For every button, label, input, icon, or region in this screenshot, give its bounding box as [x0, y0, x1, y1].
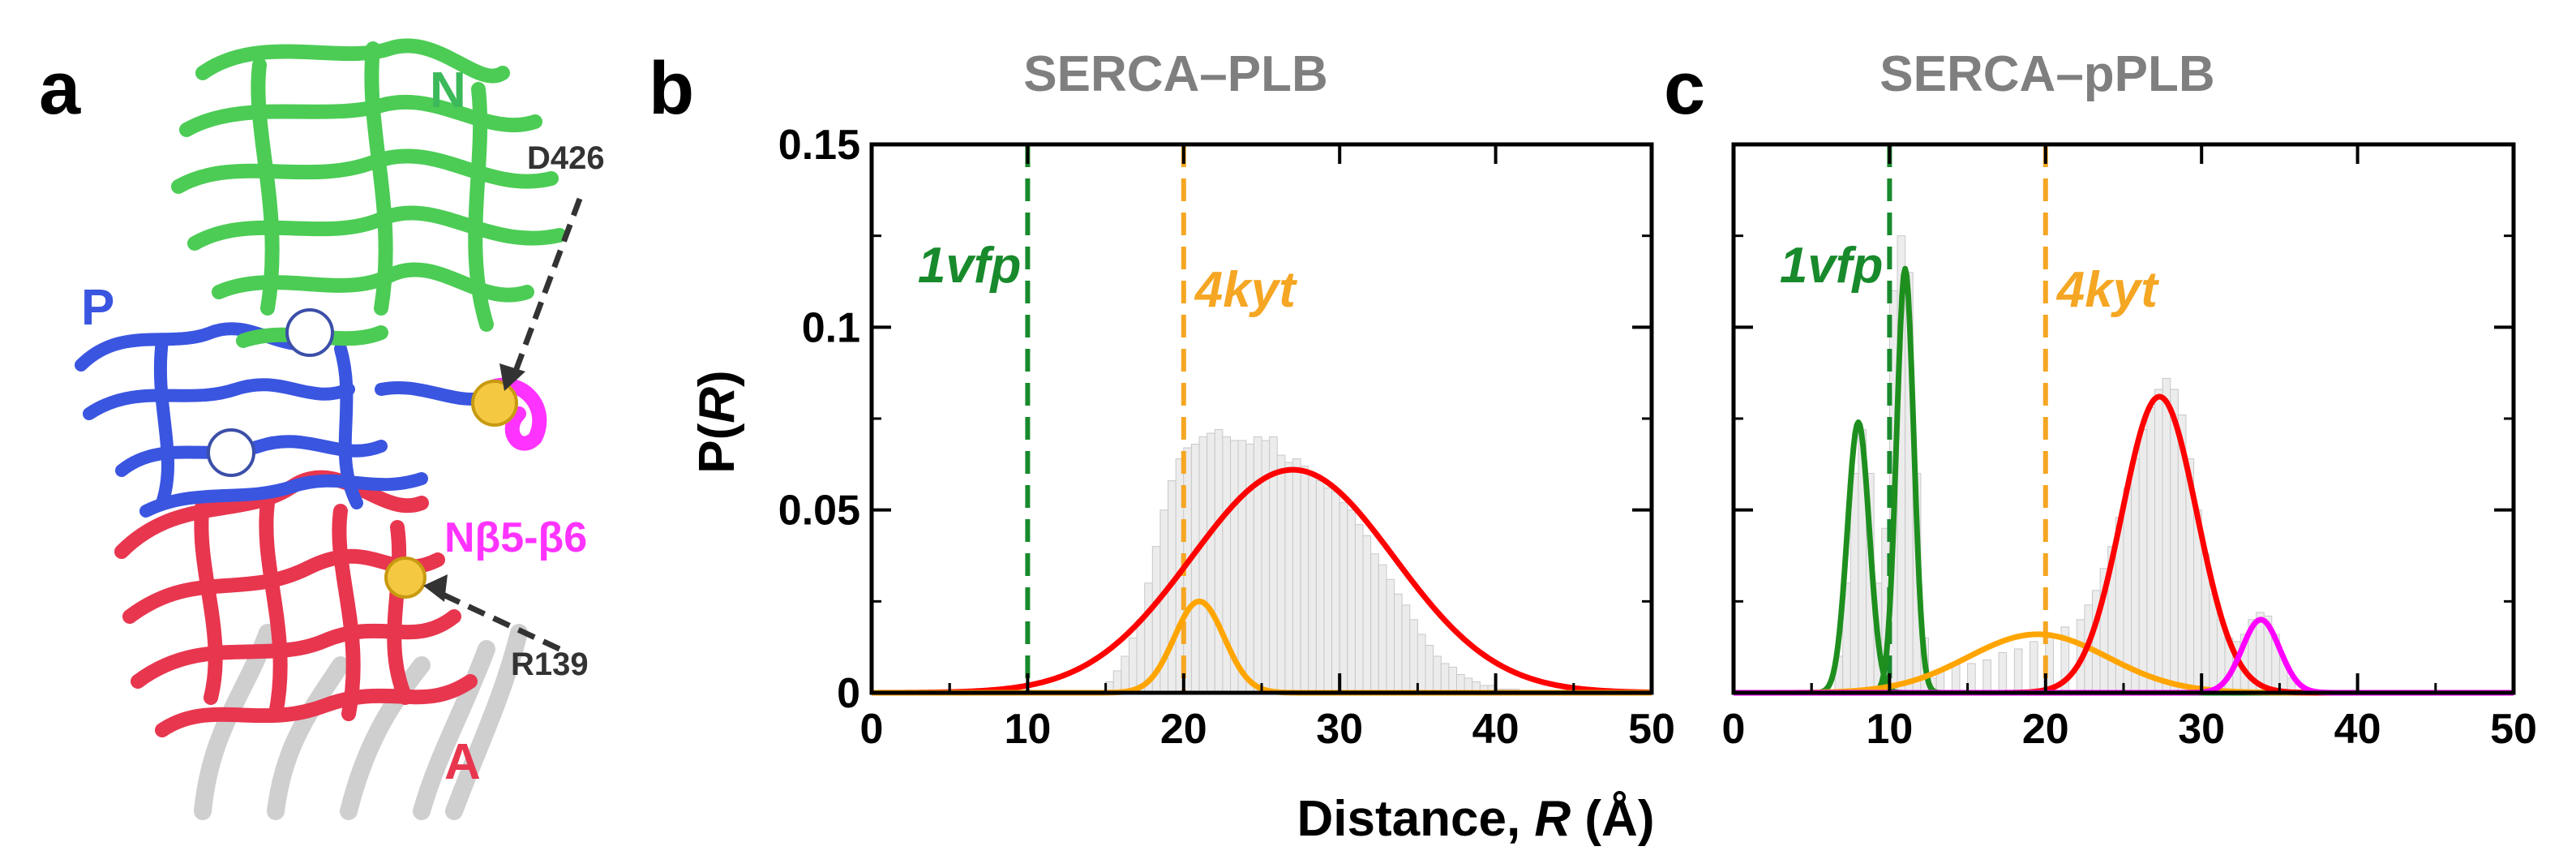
r139-sphere: [384, 556, 426, 599]
histogram-bar: [1440, 663, 1450, 694]
histogram-bar: [1300, 466, 1309, 694]
histogram-bar: [2013, 648, 2023, 694]
histogram-bar: [1386, 578, 1395, 694]
histogram-bar: [2146, 406, 2155, 694]
site-circle-upper: [285, 308, 334, 357]
reference-label-1vfp: 1vfp: [918, 238, 1021, 294]
histogram-bar: [1998, 651, 2008, 694]
loop-label: Nβ5-β6: [444, 514, 587, 561]
histogram-bar: [2131, 458, 2140, 694]
shared-x-axis-label: Distance, R (Å): [1297, 791, 1655, 847]
histogram-bar: [1339, 502, 1348, 694]
histogram-bar: [1370, 553, 1379, 694]
x-tick-label: 50: [1628, 706, 1675, 753]
arrow-head-d426: [499, 363, 525, 391]
y-tick-label: 0.15: [778, 122, 860, 169]
residue-label-r139: R139: [511, 647, 589, 682]
panel-a-structure: a: [39, 38, 605, 820]
panel-c-chart: c SERCA–pPLB 1vfp 4kyt 0 10 20 30 40 50: [1664, 46, 2537, 753]
x-tick-label: 40: [1472, 706, 1519, 753]
d426-sphere: [471, 380, 518, 427]
x-tick-label: 30: [1316, 706, 1363, 753]
histogram-bar: [1276, 454, 1286, 694]
reference-label-1vfp: 1vfp: [1780, 238, 1883, 294]
domain-label-n: N: [430, 62, 466, 118]
x-tick-label: 0: [1722, 706, 1746, 753]
site-circle-lower: [207, 428, 255, 477]
x-tick-label: 20: [2022, 706, 2069, 753]
arrow-head-r139: [423, 574, 448, 602]
domain-label-p: P: [81, 280, 114, 336]
histogram-bar: [1347, 509, 1356, 694]
histogram-bar: [1425, 644, 1434, 694]
reference-label-4kyt: 4kyt: [1194, 262, 1297, 318]
x-tick-label: 10: [1004, 706, 1051, 753]
n-domain-ribbon: [171, 38, 567, 348]
panel-letter-a: a: [39, 47, 81, 130]
histogram-bar: [1121, 655, 1129, 694]
histogram-bar: [1448, 666, 1458, 694]
residue-label-d426: D426: [527, 140, 605, 176]
p-domain-ribbon: [75, 322, 493, 518]
histogram-bar: [1198, 436, 1208, 694]
y-tick-label: 0: [837, 670, 860, 717]
y-axis-label: P(R): [689, 370, 745, 473]
histogram-bar: [1331, 491, 1340, 694]
histogram-bar: [1245, 444, 1254, 694]
panel-letter-c: c: [1664, 47, 1705, 130]
chart-title-b: SERCA–PLB: [1023, 46, 1328, 102]
histogram-bar: [1253, 436, 1262, 694]
histogram-bar: [1323, 488, 1333, 694]
x-tick-label: 10: [1866, 706, 1913, 753]
x-tick-label: 0: [860, 706, 884, 753]
histogram-bar: [1292, 458, 1301, 694]
y-tick-label: 0.05: [778, 488, 860, 535]
histogram-bar: [1401, 604, 1411, 694]
histogram-bar: [1951, 663, 1961, 694]
panel-letter-b: b: [649, 47, 694, 130]
histogram-bar: [1362, 535, 1372, 694]
residue-arrows: [436, 197, 583, 652]
series-gaussian-red: [870, 466, 1653, 696]
histogram-bar: [1433, 655, 1442, 694]
histogram-bar: [1207, 432, 1215, 694]
domain-label-a: A: [444, 734, 481, 790]
histogram-bar: [1237, 440, 1247, 694]
x-tick-label: 20: [1160, 706, 1207, 753]
histogram-bar: [1308, 473, 1317, 694]
x-tick-label: 40: [2334, 706, 2381, 753]
histogram-bar: [2154, 389, 2163, 694]
histogram-bar: [1284, 462, 1293, 694]
chart-title-c: SERCA–pPLB: [1879, 46, 2214, 102]
histogram-bar: [2138, 429, 2148, 694]
histogram-bar: [2162, 377, 2171, 694]
histogram-bar: [1128, 637, 1138, 694]
a-domain-ribbon: [114, 470, 478, 737]
histogram-bar: [1214, 429, 1224, 694]
histogram-bar: [1354, 524, 1364, 694]
histogram-bar: [1394, 593, 1403, 694]
histogram-bar: [1982, 659, 1991, 694]
nbeta5-beta6-loop: [479, 377, 547, 451]
reference-label-4kyt: 4kyt: [2055, 262, 2159, 318]
y-tick-label: 0.1: [802, 304, 860, 351]
histogram-bar: [2030, 641, 2038, 694]
histogram-bar: [2123, 488, 2132, 694]
panel-b-chart: b SERCA–PLB P(R) 1vfp 4kyt 0 10 20 30 40 50 0 0.0…: [649, 46, 1675, 753]
histogram-bar: [1190, 444, 1200, 694]
histogram-bar: [1409, 619, 1418, 694]
histogram-bar: [1315, 480, 1325, 694]
x-tick-label: 30: [2178, 706, 2225, 753]
x-tick-label: 50: [2490, 706, 2537, 753]
histogram-bar: [1378, 564, 1387, 694]
